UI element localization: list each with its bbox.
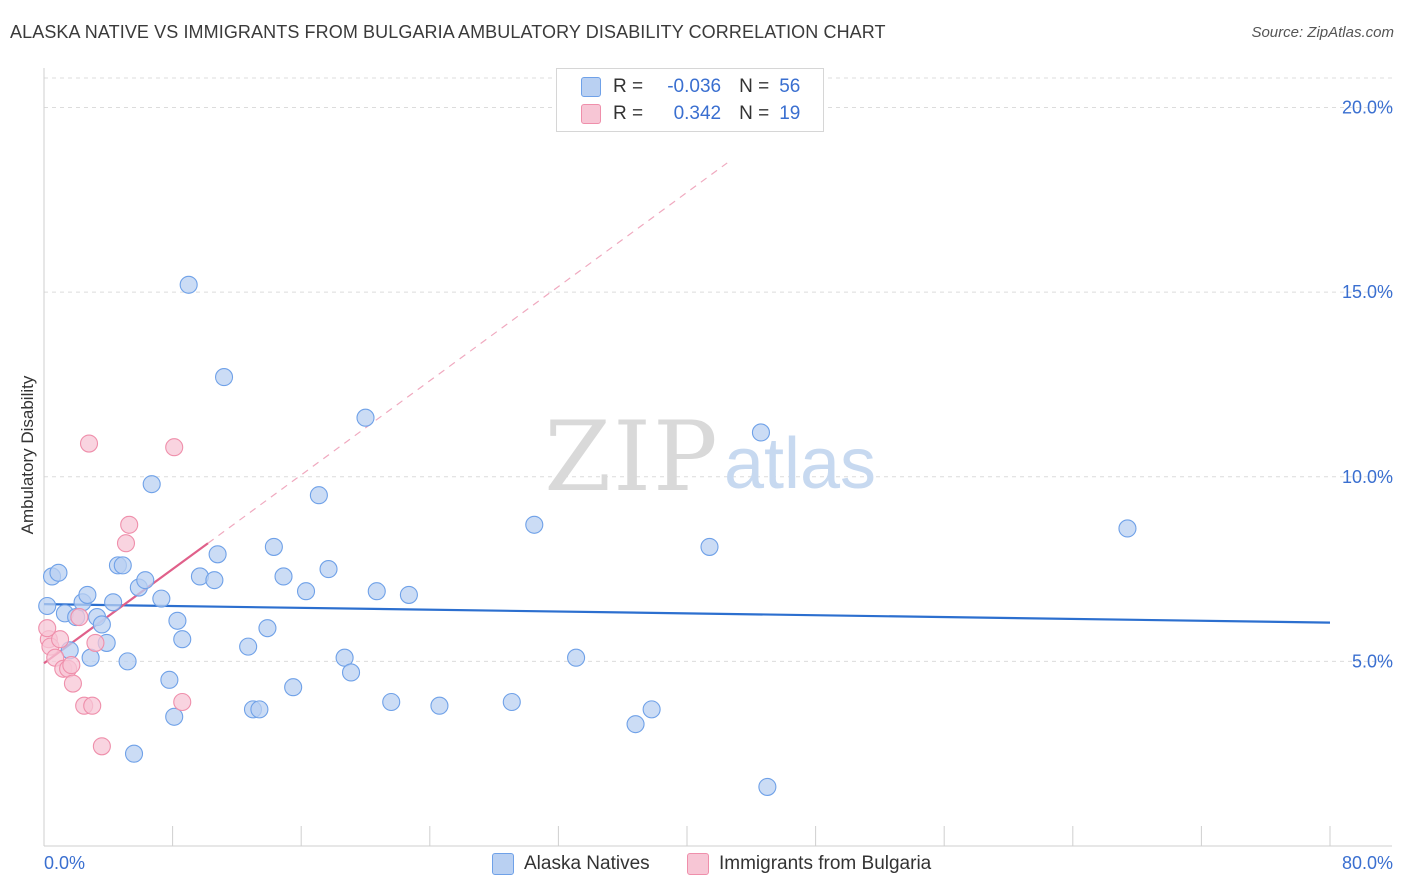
point-alaska [296, 582, 316, 601]
point-bulgaria [79, 434, 99, 453]
point-bulgaria [51, 630, 70, 649]
watermark-zip: ZIP [544, 401, 719, 513]
legend-r-value: -0.036 [667, 76, 722, 97]
point-alaska [173, 630, 192, 649]
point-alaska [264, 537, 283, 556]
chart-title: ALASKA NATIVE VS IMMIGRANTS FROM BULGARI… [10, 22, 886, 42]
point-alaska [165, 707, 184, 726]
axes [43, 68, 1392, 847]
point-alaska [1118, 519, 1137, 538]
point-bulgaria [92, 737, 111, 756]
point-alaska [502, 692, 521, 712]
point-bulgaria [63, 674, 82, 693]
point-alaska [284, 678, 303, 697]
point-alaska [205, 571, 224, 590]
point-alaska [136, 571, 155, 590]
point-bulgaria [70, 608, 89, 627]
legend-row-bulgaria: R = 0.342 N = 19 [581, 103, 800, 125]
legend-r-label: R = [613, 103, 644, 124]
point-alaska [626, 715, 645, 734]
point-bulgaria [62, 656, 81, 675]
bottom-legend-label-bulgaria: Immigrants from Bulgaria [719, 853, 932, 874]
point-bulgaria [116, 534, 136, 553]
x-tick-label: 0.0% [44, 853, 85, 873]
point-alaska [319, 560, 338, 579]
y-tick-label: 15.0% [1342, 282, 1393, 302]
bottom-legend-swatch-bulgaria [687, 853, 709, 875]
chart-source: Source: ZipAtlas.com [1251, 24, 1394, 41]
tick-labels: 5.0% 10.0% 15.0% 20.0% 0.0% 80.0% [44, 98, 1393, 873]
point-alaska [525, 515, 544, 534]
point-bulgaria [38, 619, 57, 638]
legend-row-alaska: R = -0.036 N = 56 [581, 76, 800, 98]
x-tick-label: 80.0% [1342, 853, 1393, 873]
point-bulgaria [83, 696, 102, 715]
point-alaska [751, 423, 770, 442]
point-alaska [700, 537, 719, 556]
legend-swatch-bulgaria [581, 104, 601, 124]
point-alaska [118, 652, 137, 671]
legend-r-label: R = [613, 76, 644, 97]
point-alaska [367, 582, 386, 601]
point-bulgaria [86, 633, 105, 652]
point-alaska [430, 696, 449, 715]
point-alaska [152, 589, 171, 608]
legend-n-value: 56 [779, 76, 801, 97]
point-alaska [567, 648, 586, 667]
stats-legend: R = -0.036 N = 56 R = 0.342 N = 19 [556, 68, 824, 132]
point-alaska [124, 744, 144, 763]
point-alaska [92, 615, 111, 634]
point-alaska [309, 486, 328, 505]
point-alaska [274, 567, 293, 586]
y-tick-label: 20.0% [1342, 98, 1393, 118]
point-alaska [341, 663, 361, 682]
point-bulgaria [165, 438, 184, 457]
legend-n-value: 19 [779, 103, 801, 124]
point-alaska [38, 596, 57, 616]
data-points [38, 275, 1137, 796]
watermark: ZIP atlas [544, 401, 876, 513]
point-alaska [208, 545, 227, 564]
legend-r-value: 0.342 [673, 103, 722, 124]
legend-swatch-alaska [581, 77, 601, 97]
point-alaska [758, 777, 777, 796]
point-alaska [179, 275, 198, 294]
bottom-legend-alaska: Alaska Natives [492, 852, 650, 876]
bottom-legend-swatch-alaska [492, 853, 514, 875]
point-alaska [250, 700, 269, 719]
trend-line-bulgaria-extrapolated [207, 162, 728, 544]
point-alaska [356, 408, 375, 427]
point-alaska [142, 475, 161, 494]
point-alaska [168, 611, 187, 630]
bottom-legend-bulgaria: Immigrants from Bulgaria [687, 852, 931, 876]
point-alaska [239, 637, 258, 656]
trend-line-alaska [43, 603, 1331, 624]
point-alaska [258, 619, 277, 638]
point-alaska [399, 585, 418, 604]
watermark-atlas: atlas [724, 424, 876, 504]
point-alaska [214, 368, 234, 387]
y-tick-label: 5.0% [1352, 651, 1393, 671]
gridlines [44, 77, 1392, 662]
point-alaska [382, 692, 401, 712]
legend-n-label: N = [739, 103, 770, 124]
point-alaska [642, 700, 661, 719]
point-alaska [104, 593, 123, 612]
bottom-legend-label-alaska: Alaska Natives [524, 853, 650, 874]
point-bulgaria [120, 515, 139, 534]
point-bulgaria [173, 692, 192, 712]
point-alaska [160, 670, 179, 689]
point-alaska [49, 563, 68, 582]
point-alaska [113, 556, 132, 575]
point-alaska [78, 585, 97, 604]
y-tick-label: 10.0% [1342, 467, 1393, 487]
legend-n-label: N = [739, 76, 770, 97]
